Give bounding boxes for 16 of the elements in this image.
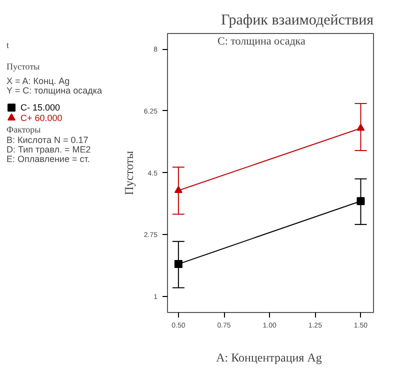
text: Y = C: толщина осадка <box>6 86 102 96</box>
text: X = A: Конц. Ag <box>6 76 70 86</box>
y-axis-title: Пустоты <box>122 150 136 196</box>
x-axis-title: A: Концентрация Ag <box>216 350 322 364</box>
text: t <box>6 40 10 50</box>
text: B: Кислота N = 0.17 <box>6 134 88 145</box>
point <box>174 260 182 268</box>
text: Факторы <box>6 124 41 135</box>
legend-label: C+ 60.000 <box>20 112 62 123</box>
chart-title: График взаимодействия <box>221 12 374 28</box>
point <box>356 197 365 206</box>
chart-subtitle: C: толщина осадка <box>218 36 306 48</box>
text: D: Тип травл. = ME2 <box>6 144 91 154</box>
legend-label: C- 15.000 <box>20 102 60 113</box>
text: Пустоты <box>6 61 40 72</box>
text: E: Оплавление = ст. <box>6 154 90 164</box>
